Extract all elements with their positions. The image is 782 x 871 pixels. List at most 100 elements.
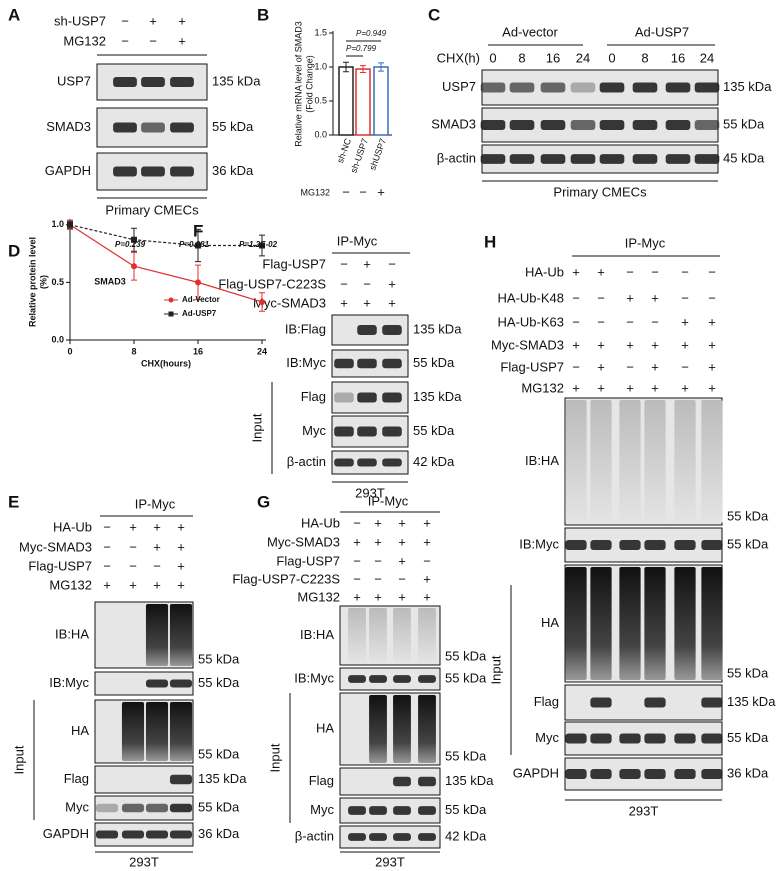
condition-mark: − [353,571,361,586]
y-axis-label: (Fold Change) [304,55,314,113]
band-smear [590,567,612,680]
condition-mark: + [597,380,605,395]
condition-mark: + [651,337,659,352]
point [67,221,73,228]
x-tick-label: 16 [193,346,203,356]
condition-mark: − [651,314,659,329]
condition-label: CHX(h) [437,50,480,65]
band-smear [369,695,387,763]
band [599,82,625,93]
condition-label: Flag-USP7-C223S [232,571,340,586]
bar [338,66,354,136]
y-axis-label: Relative mRNA level of SMAD3 [293,21,303,147]
condition-mark: + [353,589,361,604]
condition-mark: + [178,33,186,48]
band [334,358,354,369]
band [540,154,566,164]
point [259,298,265,305]
condition-mark: − [374,553,382,568]
point [131,236,137,243]
blot-label: IB:Flag [285,321,326,336]
band [348,806,366,815]
band [382,325,402,335]
condition-label: Myc-SMAD3 [491,337,564,352]
condition-mark: + [572,264,580,279]
y-tick-label: 1.5 [314,27,327,37]
kda-label: 55 kDa [198,799,240,814]
p-value: P=0.949 [356,29,387,38]
condition-mark: 24 [700,50,714,65]
error-bar [343,61,349,73]
condition-mark: + [374,589,382,604]
condition-mark: + [340,295,348,310]
condition-mark: + [572,337,580,352]
blot-label: IB:Myc [286,355,326,370]
ip-header: IP-Myc [337,233,378,248]
band-smear [418,695,436,763]
footer-label: Primary CMECs [105,202,199,217]
blot-frame [564,757,723,791]
band [694,120,720,130]
error-bar [360,65,366,73]
panel-letter: B [257,5,269,24]
band [145,803,169,813]
blot-label: Myc [302,423,326,438]
x-tick-label: shUSP7 [367,137,388,171]
condition-mark: + [651,380,659,395]
blot-label: SMAD3 [46,119,91,134]
band [674,769,696,779]
condition-mark: + [177,558,185,573]
legend-marker [168,311,174,317]
condition-mark: + [423,515,431,530]
band [170,122,194,133]
condition-label: Myc-SMAD3 [253,295,326,310]
band-smear [701,400,723,523]
kda-label: 55 kDa [413,423,455,438]
band [334,392,354,403]
condition-mark: + [597,264,605,279]
blot-label: IB:Myc [519,536,559,551]
band-smear [674,400,696,523]
condition-label: HA-Ub-K63 [498,314,564,329]
condition-mark: − [359,184,367,199]
condition-mark: + [626,337,634,352]
blot-frame [564,684,723,721]
blot-label: HA [71,723,89,738]
blot-label: β-actin [437,150,476,165]
panel-letter: C [428,5,440,24]
condition-mark: 24 [576,50,590,65]
condition-mark: + [681,314,689,329]
condition-mark: − [374,571,382,586]
condition-mark: 16 [546,50,560,65]
band [382,358,402,369]
condition-mark: + [651,290,659,305]
condition-mark: + [374,515,382,530]
condition-mark: + [377,184,385,199]
band [509,82,535,93]
kda-label: 135 kDa [413,321,462,336]
ip-header: IP-Myc [135,496,176,511]
condition-mark: + [423,571,431,586]
blot-label: β-actin [295,828,334,843]
point [131,263,137,270]
band-smear [644,567,666,680]
series-line [69,224,262,247]
kda-label: 55 kDa [198,651,240,666]
blot-frame [564,564,723,683]
band [701,697,723,708]
condition-mark: + [178,13,186,28]
band-smear [145,702,169,761]
band [674,540,696,550]
kda-label: 55 kDa [198,675,240,690]
band-smear [145,604,169,666]
kda-label: 55 kDa [413,355,455,370]
condition-label: HA-Ub-K48 [498,290,564,305]
condition-label: MG132 [49,577,92,592]
condition-mark: + [423,534,431,549]
band-smear [348,608,366,663]
band [348,833,366,841]
condition-mark: − [572,314,580,329]
band [121,830,145,839]
condition-mark: − [121,33,129,48]
